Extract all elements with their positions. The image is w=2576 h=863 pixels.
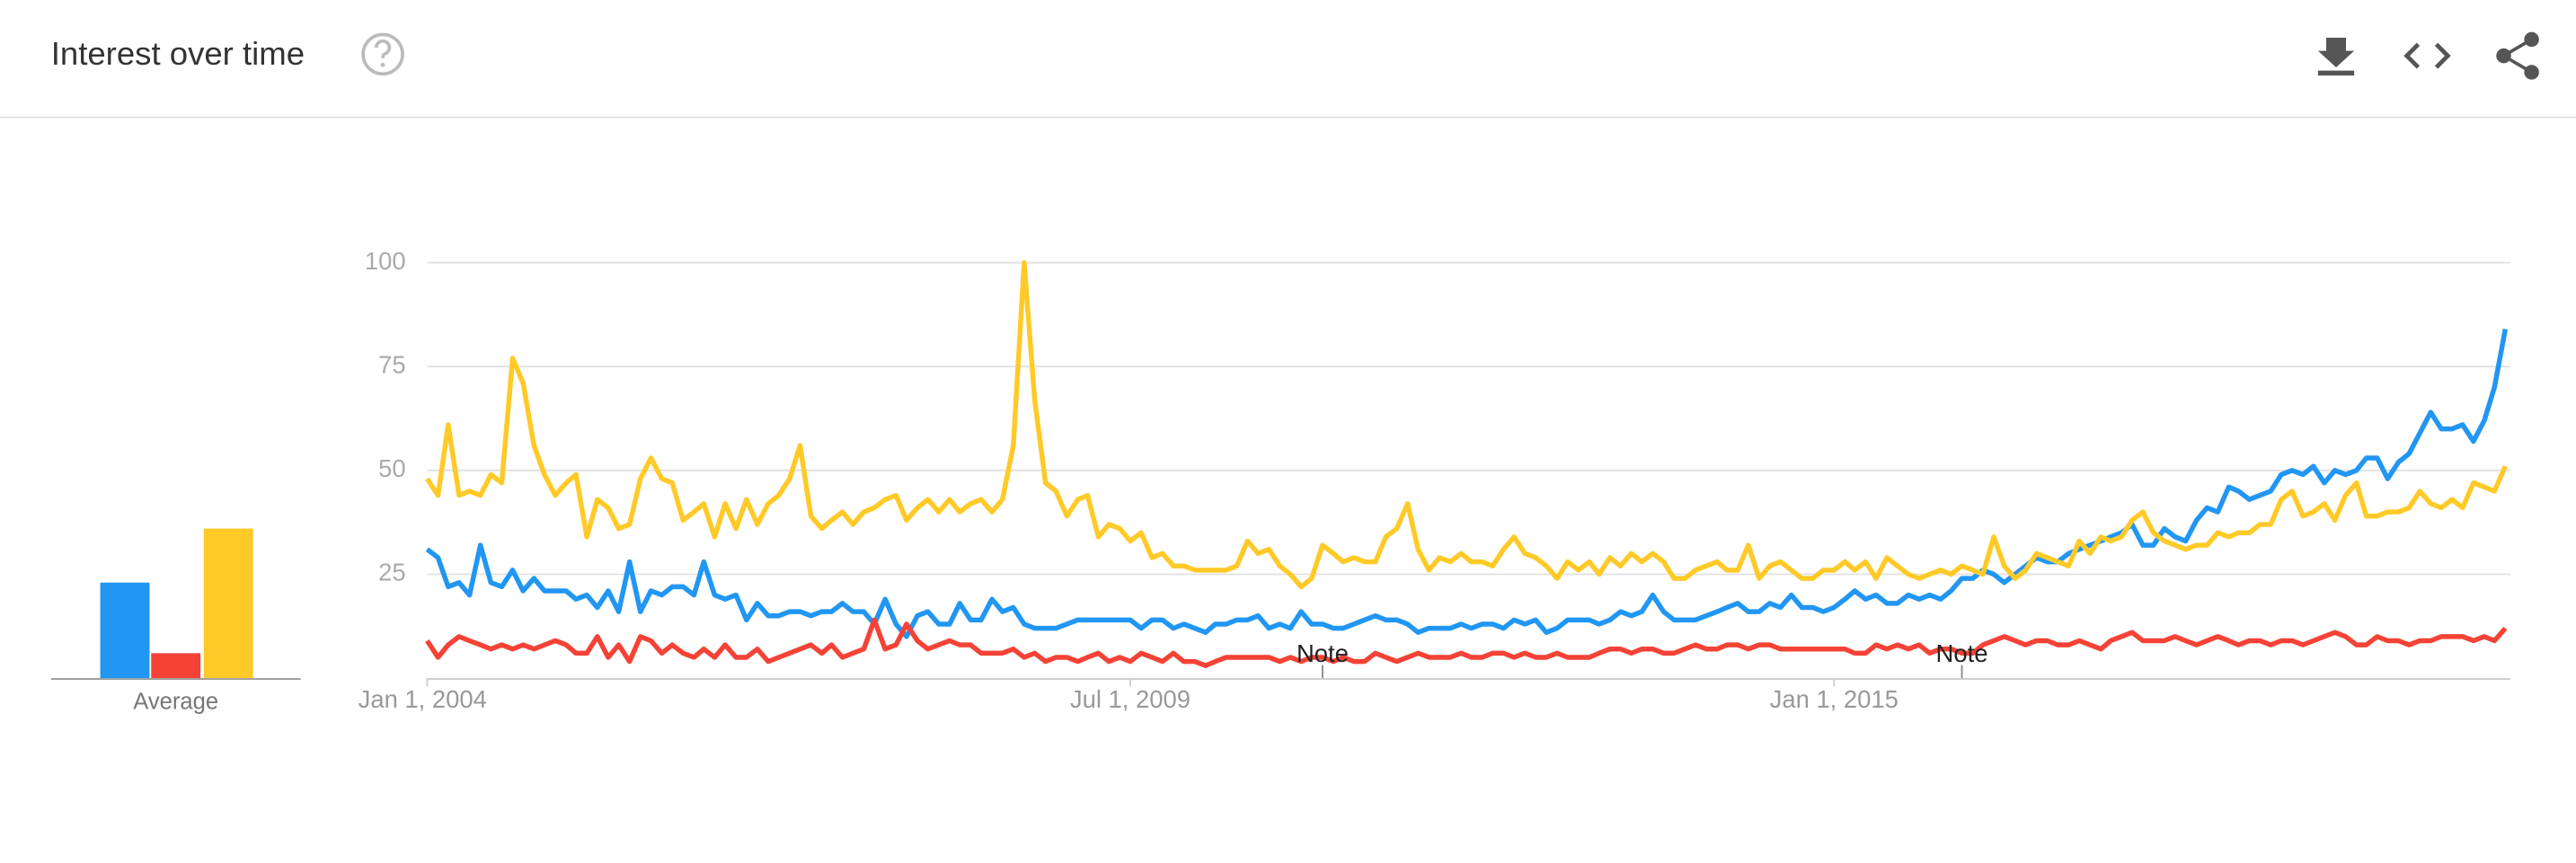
annotation-label: Note <box>1297 639 1349 667</box>
embed-button[interactable] <box>2403 42 2451 69</box>
x-tick-label: Jul 1, 2009 <box>1070 685 1191 713</box>
y-tick-label: 100 <box>365 247 406 275</box>
average-bar <box>151 653 201 679</box>
y-tick-label: 75 <box>378 350 405 378</box>
x-tick-label: Jan 1, 2004 <box>359 685 487 713</box>
help-icon[interactable] <box>361 32 404 76</box>
series-line <box>425 260 2508 590</box>
series-line <box>425 617 2508 668</box>
average-bar <box>100 582 150 679</box>
widget-title: Interest over time <box>51 35 305 72</box>
series-line <box>425 329 2509 639</box>
average-bar <box>203 528 253 679</box>
x-tick-label: Jan 1, 2015 <box>1770 685 1899 713</box>
y-tick-label: 50 <box>378 454 405 482</box>
download-button[interactable] <box>2317 38 2355 76</box>
share-button[interactable] <box>2496 31 2539 80</box>
annotation-label: Note <box>1936 639 1988 667</box>
average-label: Average <box>133 689 218 714</box>
y-tick-label: 25 <box>378 559 405 586</box>
